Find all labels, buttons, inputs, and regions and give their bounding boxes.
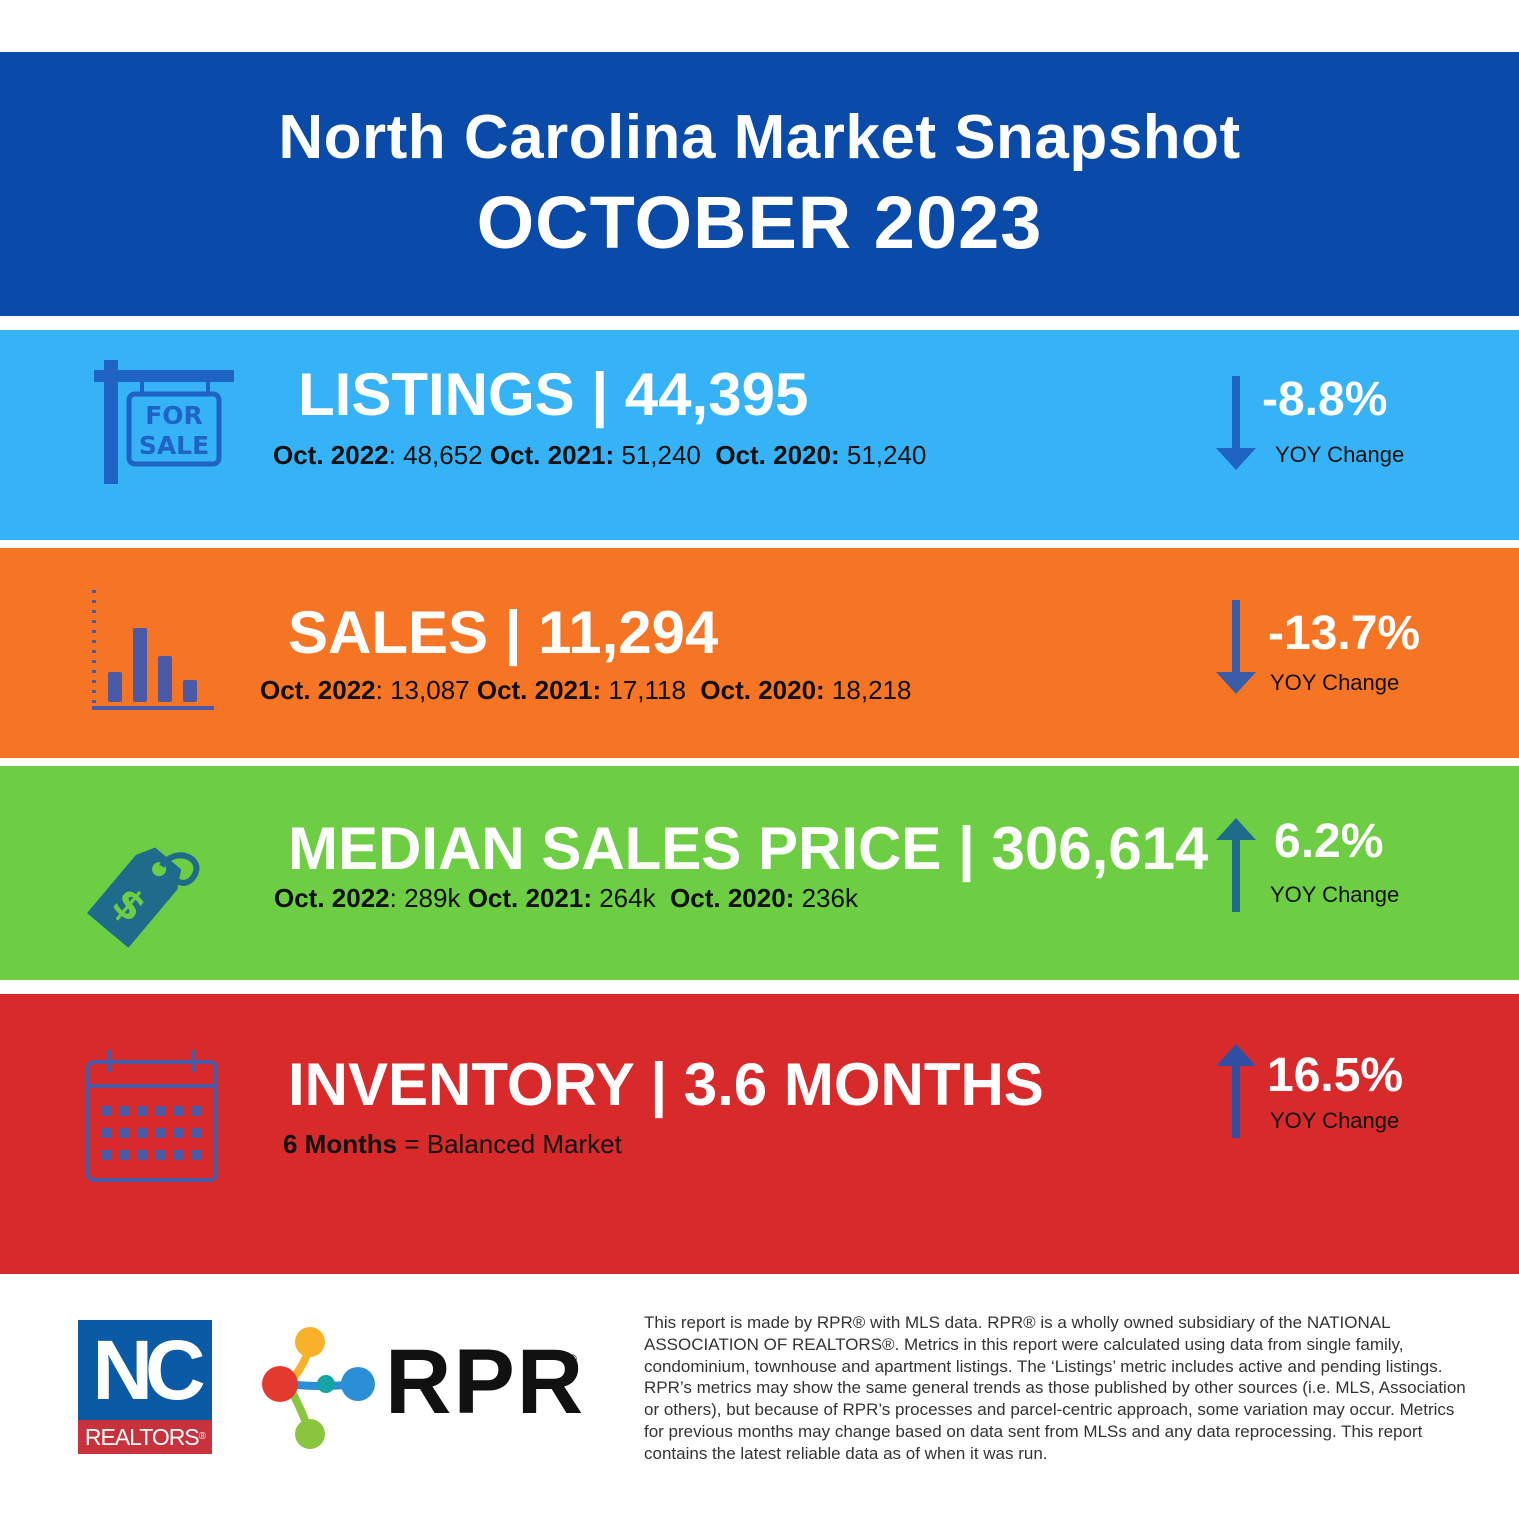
sales-heading: SALES | 11,294 bbox=[288, 599, 719, 666]
page-title: North Carolina Market Snapshot bbox=[278, 103, 1241, 172]
compare-value: : 13,087 bbox=[375, 675, 477, 705]
sign-text-sale: SALE bbox=[139, 431, 209, 460]
median-price-yoy-label: YOY Change bbox=[1270, 882, 1400, 907]
sales-row: SALES | 11,294 Oct. 2022: 13,087 Oct. 20… bbox=[0, 548, 1519, 758]
compare-label: Oct. 2022 bbox=[274, 883, 390, 913]
compare-label: Oct. 2020: bbox=[670, 883, 795, 913]
sales-yoy-label: YOY Change bbox=[1270, 670, 1400, 695]
price-tag-icon: $ bbox=[87, 847, 200, 948]
compare-label: Oct. 2021: bbox=[467, 883, 592, 913]
median-price-row: $ MEDIAN SALES PRICE | 306,614 Oct. 2022… bbox=[0, 766, 1519, 980]
listings-yoy-change: -8.8% bbox=[1262, 373, 1388, 426]
header-banner: North Carolina Market Snapshot OCTOBER 2… bbox=[0, 52, 1519, 316]
compare-label: Oct. 2021: bbox=[489, 440, 615, 470]
inventory-note-rest: = Balanced Market bbox=[397, 1129, 622, 1159]
compare-label: Oct. 2022 bbox=[260, 675, 376, 705]
compare-label: Oct. 2021: bbox=[476, 675, 602, 705]
listings-heading: LISTINGS | 44,395 bbox=[298, 361, 809, 428]
rpr-molecule-icon bbox=[262, 1327, 375, 1449]
arrow-down-icon bbox=[1216, 376, 1256, 470]
median-price-heading: MEDIAN SALES PRICE | 306,614 bbox=[288, 815, 1209, 882]
compare-value: : 48,652 bbox=[388, 440, 490, 470]
arrow-down-icon bbox=[1216, 600, 1256, 694]
rpr-logo-reg: ® bbox=[568, 1352, 577, 1366]
inventory-row: INVENTORY | 3.6 MONTHS 6 Months = Balanc… bbox=[0, 994, 1519, 1274]
inventory-heading: INVENTORY | 3.6 MONTHS bbox=[288, 1051, 1044, 1118]
page-period: OCTOBER 2023 bbox=[476, 181, 1043, 264]
compare-label: Oct. 2020: bbox=[715, 440, 840, 470]
compare-label: Oct. 2022 bbox=[273, 440, 389, 470]
sales-comparison: Oct. 2022: 13,087 Oct. 2021: 17,118 Oct.… bbox=[260, 675, 911, 706]
arrow-up-icon bbox=[1216, 1044, 1256, 1138]
nc-logo-text: NC bbox=[92, 1323, 205, 1417]
arrow-up-icon bbox=[1216, 818, 1256, 912]
compare-value: 236k bbox=[794, 883, 858, 913]
inventory-yoy-label: YOY Change bbox=[1270, 1108, 1400, 1133]
inventory-note: 6 Months = Balanced Market bbox=[283, 1129, 622, 1160]
rpr-logo-text: RPR bbox=[385, 1331, 586, 1433]
nc-logo-sub-text: REALTORS bbox=[84, 1424, 200, 1450]
listings-yoy-label: YOY Change bbox=[1275, 442, 1405, 467]
sign-text-for: FOR bbox=[145, 401, 203, 430]
disclaimer-text: This report is made by RPR® with MLS dat… bbox=[644, 1313, 1466, 1463]
median-price-yoy-change: 6.2% bbox=[1274, 815, 1384, 868]
for-sale-sign-icon: FOR SALE bbox=[94, 360, 234, 484]
nc-logo-reg: ® bbox=[198, 1431, 206, 1442]
compare-value: 51,240 bbox=[839, 440, 927, 470]
compare-value: 51,240 bbox=[614, 440, 716, 470]
nc-logo-sub: REALTORS® bbox=[78, 1420, 212, 1454]
bar-chart-icon bbox=[92, 590, 214, 710]
calendar-icon bbox=[86, 1050, 218, 1182]
compare-value: 264k bbox=[592, 883, 671, 913]
compare-label: Oct. 2020: bbox=[700, 675, 825, 705]
compare-value: 17,118 bbox=[601, 675, 701, 705]
listings-row: FOR SALE LISTINGS | 44,395 Oct. 2022: 48… bbox=[0, 330, 1519, 540]
inventory-note-bold: 6 Months bbox=[283, 1129, 398, 1159]
sales-yoy-change: -13.7% bbox=[1268, 607, 1421, 660]
listings-comparison: Oct. 2022: 48,652 Oct. 2021: 51,240 Oct.… bbox=[273, 440, 926, 471]
nc-realtors-logo: NC REALTORS® bbox=[78, 1320, 212, 1454]
compare-value: 18,218 bbox=[824, 675, 912, 705]
inventory-yoy-change: 16.5% bbox=[1267, 1049, 1404, 1102]
compare-value: : 289k bbox=[389, 883, 468, 913]
median-price-comparison: Oct. 2022: 289k Oct. 2021: 264k Oct. 202… bbox=[274, 883, 858, 914]
